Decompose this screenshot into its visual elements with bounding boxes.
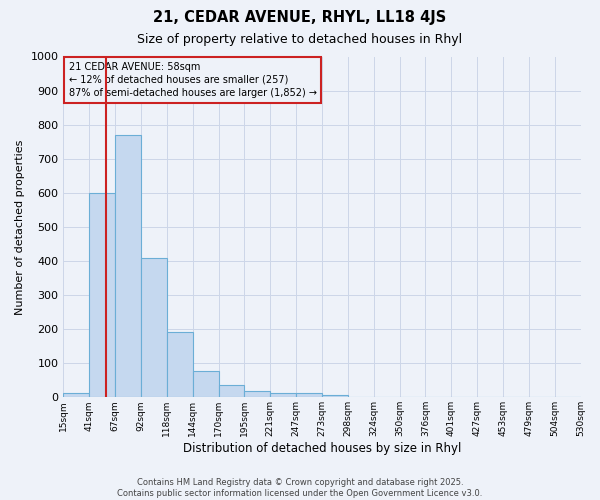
Y-axis label: Number of detached properties: Number of detached properties [15, 139, 25, 314]
Bar [322, 395, 348, 398]
Bar [115, 135, 141, 398]
Text: 21 CEDAR AVENUE: 58sqm
← 12% of detached houses are smaller (257)
87% of semi-de: 21 CEDAR AVENUE: 58sqm ← 12% of detached… [68, 62, 317, 98]
Text: Contains HM Land Registry data © Crown copyright and database right 2025.
Contai: Contains HM Land Registry data © Crown c… [118, 478, 482, 498]
Bar [141, 258, 167, 398]
Bar [64, 392, 89, 398]
Bar [296, 393, 322, 398]
Text: 21, CEDAR AVENUE, RHYL, LL18 4JS: 21, CEDAR AVENUE, RHYL, LL18 4JS [154, 10, 446, 25]
Bar [167, 332, 193, 398]
Bar [218, 385, 244, 398]
Bar [193, 370, 218, 398]
Bar [244, 391, 270, 398]
Bar [270, 393, 296, 398]
Text: Size of property relative to detached houses in Rhyl: Size of property relative to detached ho… [137, 32, 463, 46]
X-axis label: Distribution of detached houses by size in Rhyl: Distribution of detached houses by size … [183, 442, 461, 455]
Bar [89, 193, 115, 398]
